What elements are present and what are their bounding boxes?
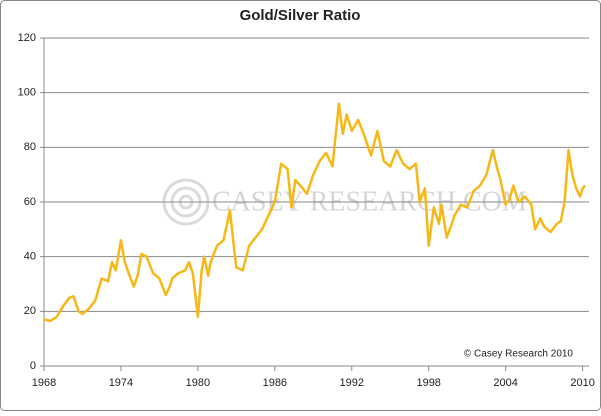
watermark-logo [162,178,210,226]
y-tick-label: 120 [18,32,36,44]
data-line [43,102,587,323]
x-tick-label: 2004 [493,377,517,389]
annotation: © Casey Research 2010 [464,349,574,360]
x-tick-label: 1974 [109,377,133,389]
x-tick-label: 1986 [263,377,287,389]
y-tick-label: 0 [30,360,36,372]
x-tick-label: 1998 [416,377,440,389]
x-tick-label: 2010 [570,377,594,389]
y-tick-label: 60 [24,196,36,208]
y-tick-label: 20 [24,305,36,317]
y-tick-label: 40 [24,251,36,263]
y-tick-label: 80 [24,141,36,153]
chart-title: Gold/Silver Ratio [240,7,361,24]
x-tick-label: 1980 [186,377,210,389]
x-tick-label: 1968 [32,377,56,389]
watermark: CASEY RESEARCH.COM [212,186,527,217]
x-tick-label: 1992 [340,377,364,389]
y-tick-label: 100 [18,87,36,99]
